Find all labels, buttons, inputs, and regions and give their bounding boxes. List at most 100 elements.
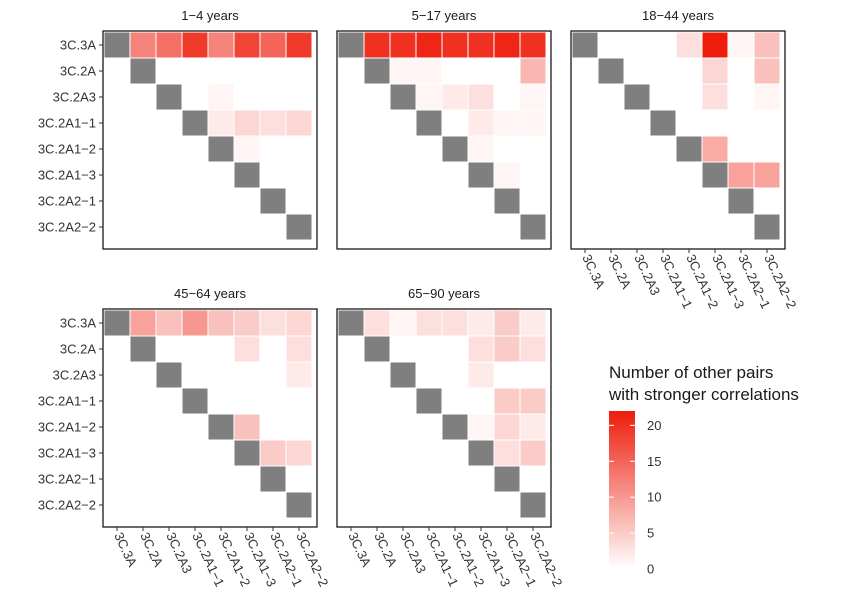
legend-tick-label: 5: [647, 526, 654, 541]
heatmap-cell-3C.2A1−1-3C.2A2−1: [728, 110, 754, 136]
y-tick-label: 3C.2A3: [53, 90, 96, 105]
heatmap-cell-3C.2A1−3-3C.2A2−2: [754, 162, 780, 188]
heatmap-cell-3C.3A-3C.2A3: [156, 32, 182, 58]
heatmap-cell-3C.2A1−2-3C.2A2−1: [260, 136, 286, 162]
diagonal-cell-3C.2A1−1-3C.2A1−1: [182, 388, 208, 414]
heatmap-cell-3C.2A1−2-3C.2A2−2: [754, 136, 780, 162]
diagonal-cell-3C.3A-3C.3A: [104, 310, 130, 336]
facet-title: 45−64 years: [174, 286, 246, 301]
heatmap-cell-3C.3A-3C.2A1−3: [234, 32, 260, 58]
heatmap-cell-3C.2A3-3C.2A1−2: [676, 84, 702, 110]
diagonal-cell-3C.2A2−1-3C.2A2−1: [494, 466, 520, 492]
heatmap-cell-3C.2A-3C.2A2−2: [754, 58, 780, 84]
facet-panel-4: 45−64 years 3C.3A 3C.2A 3C.2A3 3C.2A1−1 3C.2A…: [38, 286, 332, 589]
heatmap-cell-3C.2A1−2-3C.2A2−1: [494, 136, 520, 162]
heatmap-cell-3C.3A-3C.2A2−2: [286, 32, 312, 58]
diagonal-cell-3C.2A3-3C.2A3: [390, 362, 416, 388]
heatmap-cell-3C.2A-3C.2A1−2: [208, 58, 234, 84]
heatmap-cell-3C.2A1−2-3C.2A1−3: [468, 136, 494, 162]
heatmap-cell-3C.2A1−1-3C.2A2−2: [520, 110, 546, 136]
heatmap-cell-3C.2A3-3C.2A1−1: [650, 84, 676, 110]
heatmap-cell-3C.2A1−1-3C.2A1−2: [208, 388, 234, 414]
y-tick-label: 3C.3A: [60, 316, 96, 331]
heatmap-cell-3C.2A-3C.2A2−2: [286, 58, 312, 84]
diagonal-cell-3C.3A-3C.3A: [338, 32, 364, 58]
heatmap-cell-3C.3A-3C.2A1−1: [650, 32, 676, 58]
heatmap-cell-3C.3A-3C.2A2−2: [520, 32, 546, 58]
heatmap-cell-3C.2A-3C.2A1−3: [702, 58, 728, 84]
x-tick-label: 3C.3A: [345, 530, 374, 569]
heatmap-cell-3C.2A1−2-3C.2A2−1: [494, 414, 520, 440]
diagonal-cell-3C.2A2−1-3C.2A2−1: [260, 466, 286, 492]
heatmap-cell-3C.2A3-3C.2A1−2: [442, 362, 468, 388]
heatmap-cell-3C.3A-3C.2A1−2: [208, 310, 234, 336]
diagonal-cell-3C.2A2−1-3C.2A2−1: [494, 188, 520, 214]
panel-border: [336, 30, 552, 250]
heatmap-cell-3C.2A1−2-3C.2A1−3: [234, 136, 260, 162]
diagonal-cell-3C.2A1−3-3C.2A1−3: [468, 162, 494, 188]
heatmap-cell-3C.2A3-3C.2A1−3: [468, 362, 494, 388]
heatmap-cell-3C.3A-3C.2A1−3: [468, 32, 494, 58]
heatmap-cell-3C.2A1−1-3C.2A1−3: [234, 110, 260, 136]
heatmap-cell-3C.2A2−1-3C.2A2−2: [754, 188, 780, 214]
heatmap-cell-3C.3A-3C.2A3: [624, 32, 650, 58]
facet-title: 1−4 years: [181, 8, 239, 23]
heatmap-cell-3C.3A-3C.2A: [130, 32, 156, 58]
heatmap-cell-3C.2A-3C.2A3: [156, 336, 182, 362]
heatmap-cell-3C.2A-3C.2A3: [624, 58, 650, 84]
heatmap-cell-3C.2A1−1-3C.2A2−1: [494, 388, 520, 414]
heatmap-cell-3C.3A-3C.2A1−2: [208, 32, 234, 58]
diagonal-cell-3C.2A1−3-3C.2A1−3: [234, 162, 260, 188]
heatmap-cell-3C.2A-3C.2A1−1: [650, 58, 676, 84]
y-tick-label: 3C.2A: [60, 342, 96, 357]
y-tick-label: 3C.2A1−1: [38, 116, 96, 131]
facet-title: 5−17 years: [412, 8, 477, 23]
diagonal-cell-3C.2A1−2-3C.2A1−2: [442, 136, 468, 162]
diagonal-cell-3C.2A2−2-3C.2A2−2: [754, 214, 780, 240]
heatmap-cell-3C.2A3-3C.2A1−1: [416, 84, 442, 110]
heatmap-cell-3C.2A3-3C.2A1−3: [702, 84, 728, 110]
diagonal-cell-3C.2A2−2-3C.2A2−2: [520, 492, 546, 518]
heatmap-cell-3C.2A3-3C.2A1−2: [442, 84, 468, 110]
legend-tick-label: 15: [647, 454, 661, 469]
heatmap-cell-3C.2A1−1-3C.2A2−2: [754, 110, 780, 136]
color-legend: Number of other pairs with stronger corre…: [608, 363, 799, 577]
y-tick-label: 3C.2A3: [53, 368, 96, 383]
y-tick-label: 3C.2A1−1: [38, 394, 96, 409]
heatmap-cell-3C.2A3-3C.2A2−2: [520, 362, 546, 388]
heatmap-cell-3C.2A-3C.2A1−3: [468, 336, 494, 362]
heatmap-cell-3C.2A-3C.2A3: [156, 58, 182, 84]
legend-title-line1: Number of other pairs: [609, 363, 773, 382]
heatmap-cell-3C.2A1−2-3C.2A1−3: [234, 414, 260, 440]
heatmap-cell-3C.2A1−1-3C.2A2−2: [520, 388, 546, 414]
heatmap-cell-3C.2A2−1-3C.2A2−2: [286, 188, 312, 214]
x-tick-label: 3C.2A: [137, 530, 166, 569]
diagonal-cell-3C.2A1−3-3C.2A1−3: [468, 440, 494, 466]
heatmap-cell-3C.3A-3C.2A2−2: [286, 310, 312, 336]
heatmap-cell-3C.2A-3C.2A1−3: [468, 58, 494, 84]
heatmap-cell-3C.3A-3C.2A1−3: [468, 310, 494, 336]
heatmap-cell-3C.2A3-3C.2A2−2: [286, 362, 312, 388]
heatmap-cell-3C.2A-3C.2A3: [390, 336, 416, 362]
diagonal-cell-3C.2A1−1-3C.2A1−1: [416, 110, 442, 136]
heatmap-cell-3C.2A-3C.2A1−1: [416, 58, 442, 84]
diagonal-cell-3C.2A1−1-3C.2A1−1: [416, 388, 442, 414]
heatmap-cell-3C.2A1−2-3C.2A1−3: [702, 136, 728, 162]
diagonal-cell-3C.2A2−1-3C.2A2−1: [260, 188, 286, 214]
y-tick-label: 3C.2A2−1: [38, 194, 96, 209]
heatmap-cell-3C.2A1−3-3C.2A2−2: [520, 440, 546, 466]
heatmap-cell-3C.3A-3C.2A1−1: [182, 32, 208, 58]
heatmap-cell-3C.2A-3C.2A1−3: [234, 336, 260, 362]
diagonal-cell-3C.2A3-3C.2A3: [390, 84, 416, 110]
heatmap-cell-3C.2A1−1-3C.2A1−2: [676, 110, 702, 136]
x-tick-label: 3C.2A: [371, 530, 400, 569]
heatmap-cell-3C.2A-3C.2A1−3: [234, 58, 260, 84]
heatmap-cell-3C.2A3-3C.2A1−2: [208, 362, 234, 388]
diagonal-cell-3C.2A-3C.2A: [598, 58, 624, 84]
heatmap-cell-3C.2A-3C.2A2−1: [494, 336, 520, 362]
heatmap-cell-3C.3A-3C.2A1−3: [702, 32, 728, 58]
diagonal-cell-3C.2A1−1-3C.2A1−1: [182, 110, 208, 136]
x-tick-label: 3C.2A: [605, 252, 634, 291]
heatmap-cell-3C.3A-3C.2A: [364, 32, 390, 58]
heatmap-cell-3C.2A3-3C.2A2−1: [494, 362, 520, 388]
